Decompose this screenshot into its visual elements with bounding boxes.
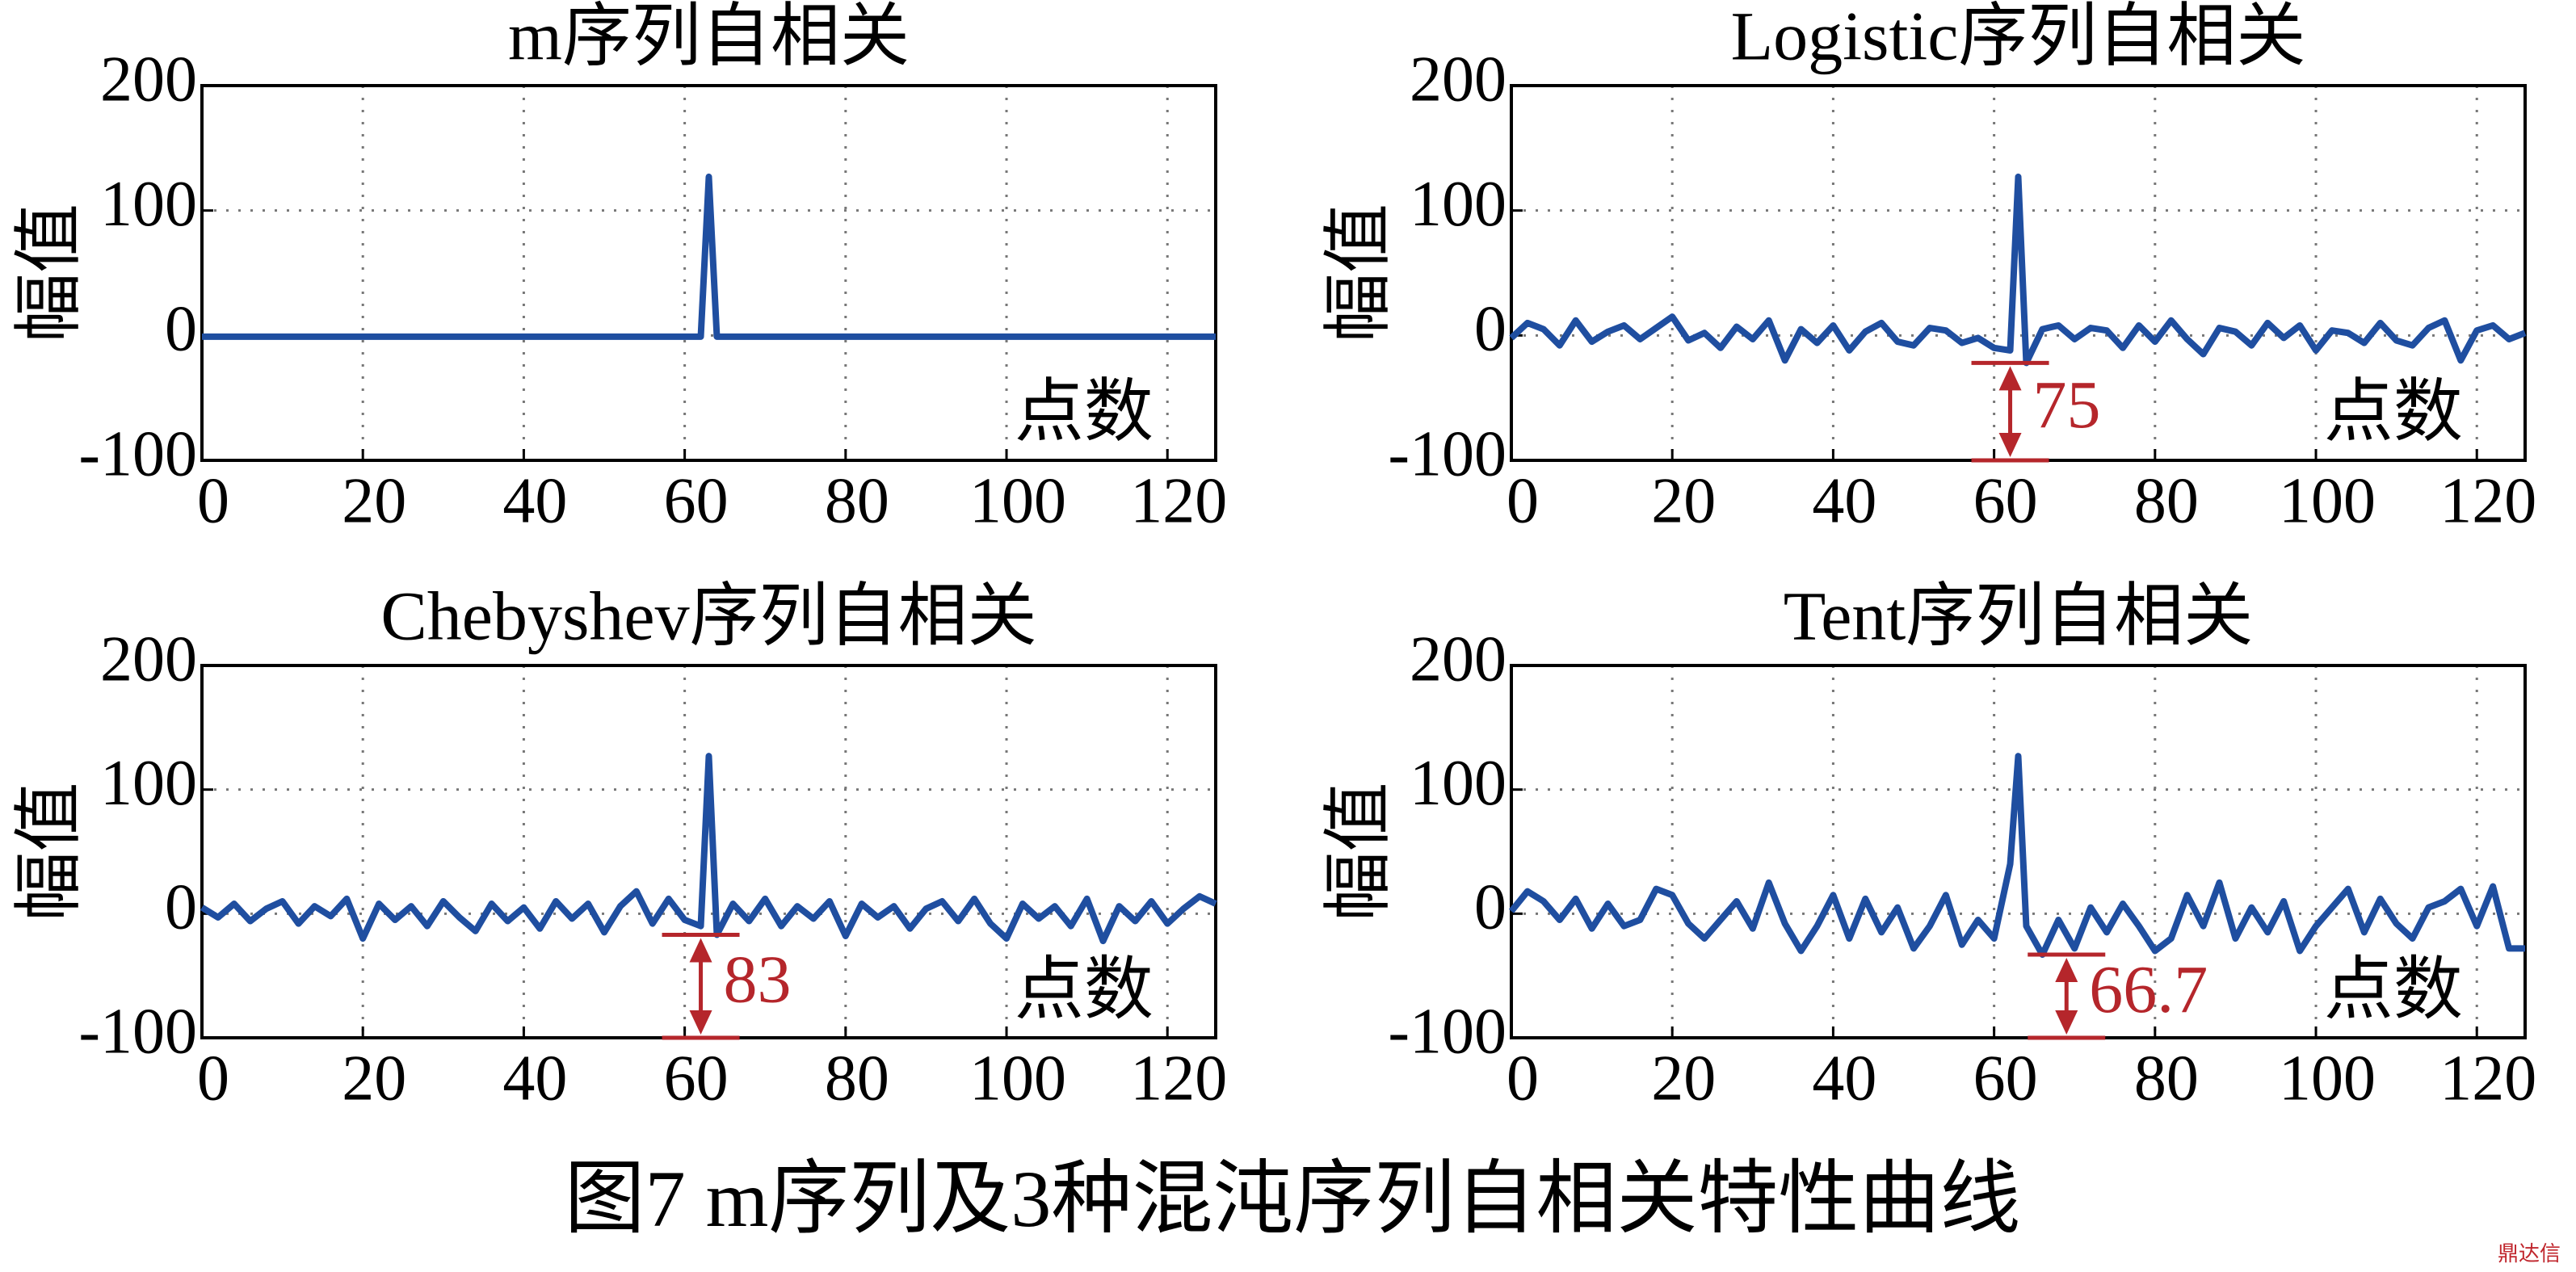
x-tick-label: 40 xyxy=(1812,465,1876,536)
data-line xyxy=(1509,173,2527,367)
x-tick-label: 0 xyxy=(197,1043,229,1114)
y-tick-label: -100 xyxy=(78,996,197,1067)
chart-title: m序列自相关 xyxy=(508,0,910,75)
y-tick-label: -100 xyxy=(1388,996,1507,1067)
x-tick-label: 80 xyxy=(825,465,889,536)
x-tick-label: 100 xyxy=(2279,1043,2376,1114)
arrow-head xyxy=(1998,366,2022,391)
data-line xyxy=(1508,753,2525,959)
y-tick-label: 100 xyxy=(1410,748,1507,819)
y-tick-label: -100 xyxy=(78,418,197,489)
x-tick-label: 0 xyxy=(1507,465,1539,536)
axes-box xyxy=(1510,664,2527,1039)
x-tick-label: 40 xyxy=(502,1043,567,1114)
x-tick-label: 0 xyxy=(197,465,229,536)
y-tick-label: 100 xyxy=(1410,169,1507,240)
x-tick-label: 100 xyxy=(969,465,1066,536)
x-tick-label: 80 xyxy=(2134,465,2199,536)
x-tick-label: 120 xyxy=(1130,1043,1227,1114)
y-axis-label: 幅值 xyxy=(11,783,88,921)
x-tick-label: 80 xyxy=(825,1043,889,1114)
data-line xyxy=(202,173,1216,340)
x-axis-label: 点数 xyxy=(1015,373,1154,451)
x-axis-label: 点数 xyxy=(2324,373,2463,451)
x-tick-label: 60 xyxy=(664,1043,729,1114)
annotation-label: 75 xyxy=(2033,367,2101,443)
x-axis-label: 点数 xyxy=(1015,951,1154,1028)
y-axis-label: 幅值 xyxy=(1320,204,1397,342)
chart-title: Tent序列自相关 xyxy=(1784,577,2254,655)
arrow-head xyxy=(689,1010,712,1035)
y-tick-label: 100 xyxy=(100,169,197,240)
x-tick-label: 20 xyxy=(1651,465,1716,536)
annotation-label: 66.7 xyxy=(2089,952,2208,1027)
x-tick-label: 20 xyxy=(342,465,406,536)
y-tick-label: 200 xyxy=(100,44,197,115)
x-axis-label: 点数 xyxy=(2324,951,2463,1028)
axes-box xyxy=(200,84,1217,462)
y-axis-label: 幅值 xyxy=(11,204,88,342)
y-tick-label: 100 xyxy=(100,748,197,819)
x-tick-label: 60 xyxy=(1973,1043,2038,1114)
x-tick-label: 40 xyxy=(502,465,567,536)
y-tick-label: -100 xyxy=(1388,418,1507,489)
y-tick-label: 200 xyxy=(100,623,197,695)
x-tick-label: 0 xyxy=(1507,1043,1539,1114)
arrow-head xyxy=(1998,433,2022,457)
annotation-label: 83 xyxy=(724,942,792,1018)
y-tick-label: 0 xyxy=(165,872,197,943)
y-tick-label: 200 xyxy=(1410,623,1507,695)
y-axis-label: 幅值 xyxy=(1320,783,1397,921)
x-tick-label: 80 xyxy=(2134,1043,2199,1114)
x-tick-label: 60 xyxy=(1973,465,2038,536)
caption: 图7 m序列及3种混沌序列自相关特性曲线 xyxy=(565,1154,2021,1244)
x-tick-label: 40 xyxy=(1812,1043,1876,1114)
y-tick-label: 0 xyxy=(165,294,197,365)
watermark: 鼎达信 xyxy=(2498,1242,2561,1266)
x-tick-label: 20 xyxy=(1651,1043,1716,1114)
chart-title: Chebyshev序列自相关 xyxy=(380,577,1036,655)
y-tick-label: 200 xyxy=(1410,44,1507,115)
y-tick-label: 0 xyxy=(1474,872,1507,943)
x-tick-label: 100 xyxy=(969,1043,1066,1114)
arrow-head xyxy=(2055,958,2078,983)
x-tick-label: 20 xyxy=(342,1043,406,1114)
chart-title: Logistic序列自相关 xyxy=(1731,0,2306,75)
arrow-head xyxy=(2055,1010,2078,1035)
data-line xyxy=(200,753,1217,945)
x-tick-label: 60 xyxy=(664,465,729,536)
arrow-head xyxy=(689,938,712,963)
x-tick-label: 120 xyxy=(2439,1043,2536,1114)
y-tick-label: 0 xyxy=(1474,294,1507,365)
x-tick-label: 100 xyxy=(2279,465,2376,536)
x-tick-label: 120 xyxy=(2439,465,2536,536)
x-tick-label: 120 xyxy=(1130,465,1227,536)
